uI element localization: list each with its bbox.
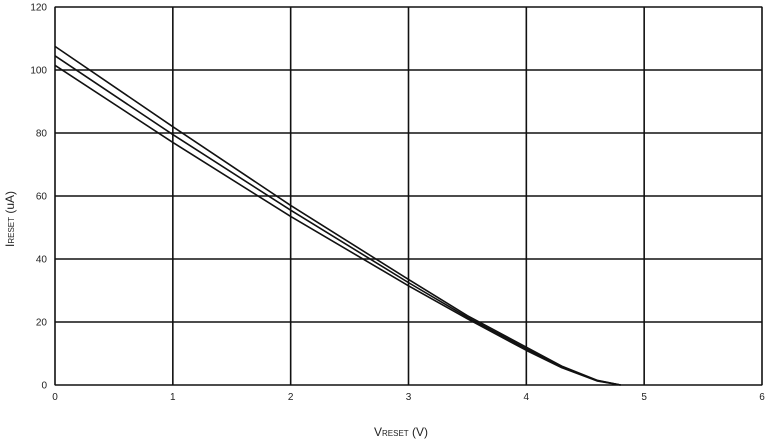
y-axis-title: IRESET (uA)	[3, 191, 17, 247]
y-tick-label: 20	[36, 318, 48, 329]
x-tick-labels: 0 1 2 3 4 5 6	[52, 392, 765, 403]
series-group	[54, 45, 621, 386]
y-tick-label: 120	[30, 3, 47, 14]
x-tick-label: 1	[170, 392, 176, 403]
y-tick-label: 40	[36, 255, 48, 266]
x-tick-label: 5	[641, 392, 647, 403]
x-tick-label: 0	[52, 392, 58, 403]
y-tick-label: 0	[41, 381, 47, 392]
y-tick-label: 80	[36, 129, 48, 140]
y-tick-label: 60	[36, 192, 48, 203]
x-tick-label: 3	[406, 392, 412, 403]
y-tick-labels: 0 20 40 60 80 100 120	[30, 3, 47, 392]
x-tick-label: 4	[524, 392, 530, 403]
y-tick-label: 100	[30, 66, 47, 77]
x-tick-label: 6	[759, 392, 765, 403]
x-axis-title: VRESET (V)	[374, 425, 428, 439]
x-tick-label: 2	[288, 392, 294, 403]
grid	[54, 6, 763, 386]
series-line-3	[54, 64, 621, 386]
